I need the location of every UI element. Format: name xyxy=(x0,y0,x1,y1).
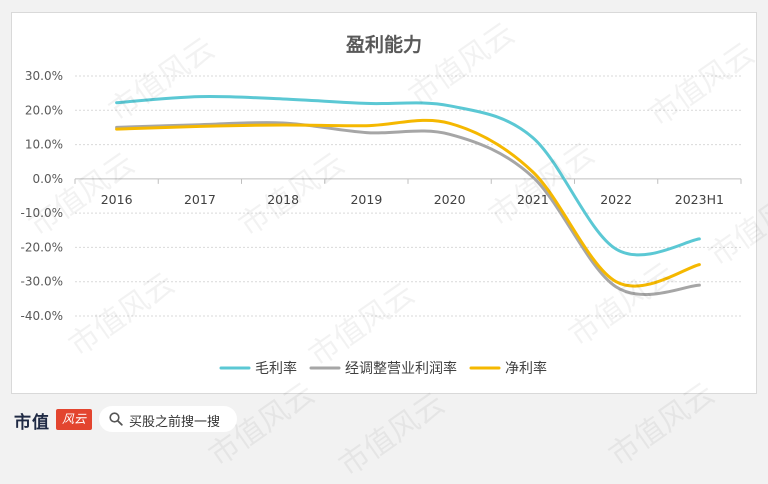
x-tick-label: 2023H1 xyxy=(675,192,724,207)
y-tick-label: 0.0% xyxy=(33,172,64,186)
brand-logo-tag: 风云 xyxy=(56,409,92,430)
y-tick-label: 10.0% xyxy=(25,138,63,152)
y-tick-label: 30.0% xyxy=(25,69,63,83)
x-tick-label: 2021 xyxy=(517,192,549,207)
x-tick-label: 2019 xyxy=(350,192,382,207)
legend-label: 净利率 xyxy=(505,360,547,377)
legend-label: 毛利率 xyxy=(255,360,297,377)
series-line-2 xyxy=(115,121,701,297)
x-tick-label: 2018 xyxy=(267,192,299,207)
x-tick-label: 2017 xyxy=(184,192,216,207)
y-tick-label: -40.0% xyxy=(21,309,63,323)
search-box[interactable]: 买股之前搜一搜 xyxy=(99,406,237,432)
series-line-1 xyxy=(115,94,701,257)
y-tick-label: -30.0% xyxy=(21,275,63,289)
chart-title: 盈利能力 xyxy=(345,33,422,56)
x-tick-label: 2020 xyxy=(434,192,466,207)
x-tick-label: 2022 xyxy=(600,192,632,207)
y-tick-label: -20.0% xyxy=(21,240,63,254)
legend-label: 经调整营业利润率 xyxy=(345,360,457,377)
chart-card: 盈利能力 30.0% 20.0% 10.0% 0.0% -10.0% -20.0% -30.0… xyxy=(11,12,757,394)
brand-logo: 市值 xyxy=(14,413,50,433)
x-tick-label: 2016 xyxy=(101,192,133,207)
y-tick-label: 20.0% xyxy=(25,103,63,117)
footer-bar: 市值 风云 买股之前搜一搜 xyxy=(0,396,768,446)
series-line-3 xyxy=(115,118,701,288)
profitability-chart: 盈利能力 30.0% 20.0% 10.0% 0.0% -10.0% -20.0% -30.0… xyxy=(21,33,742,377)
y-tick-label: -10.0% xyxy=(21,206,63,220)
search-placeholder: 买股之前搜一搜 xyxy=(129,415,221,430)
search-icon xyxy=(109,412,123,426)
